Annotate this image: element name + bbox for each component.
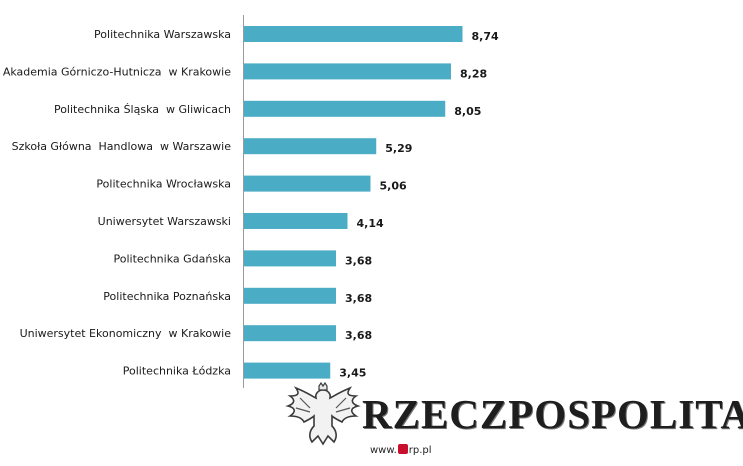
data-label: 8,05 <box>454 105 481 118</box>
data-label: 3,68 <box>345 254 372 267</box>
eagle-emblem-icon <box>285 382 361 446</box>
category-label: Uniwersytet Ekonomiczny w Krakowie <box>20 327 232 340</box>
bar <box>244 287 336 304</box>
bar <box>244 100 446 117</box>
category-label: Politechnika Gdańska <box>114 252 232 265</box>
category-label: Politechnika Śląska w Gliwicach <box>54 103 231 116</box>
bar <box>244 63 451 80</box>
data-label: 5,29 <box>385 142 412 155</box>
category-label: Politechnika Łódzka <box>123 365 231 378</box>
bars-group: Politechnika Warszawska 8,74 Akademia Górn… <box>3 26 499 380</box>
bar <box>244 213 348 229</box>
bar <box>244 175 371 192</box>
data-label: 4,14 <box>357 217 384 230</box>
category-label: Politechnika Wrocławska <box>96 178 231 191</box>
bar <box>244 26 463 42</box>
data-label: 3,45 <box>339 367 366 380</box>
data-label: 5,06 <box>380 180 407 193</box>
bar <box>244 362 331 379</box>
category-label: Uniwersytet Warszawski <box>98 215 231 228</box>
bar <box>244 138 377 155</box>
category-label: Akademia Górniczo-Hutnicza w Krakowie <box>3 65 231 78</box>
data-label: 8,28 <box>460 67 487 80</box>
data-label: 3,68 <box>345 292 372 305</box>
category-label: Politechnika Warszawska <box>94 28 231 41</box>
data-label: 8,74 <box>472 30 499 43</box>
rzeczpospolita-logo: RZECZPOSPOLITA www. rp.pl <box>282 382 743 464</box>
bar <box>244 325 336 342</box>
site-url[interactable]: www. rp.pl <box>370 444 432 456</box>
data-label: 3,68 <box>345 329 372 342</box>
url-prefix: www. <box>370 445 397 456</box>
category-label: Politechnika Poznańska <box>103 290 231 303</box>
brand-name: RZECZPOSPOLITA <box>362 391 743 437</box>
category-label: Szkoła Główna Handlowa w Warszawie <box>12 140 232 153</box>
rp-mark-icon <box>397 444 408 454</box>
url-suffix: rp.pl <box>408 445 432 456</box>
bar <box>244 250 336 267</box>
